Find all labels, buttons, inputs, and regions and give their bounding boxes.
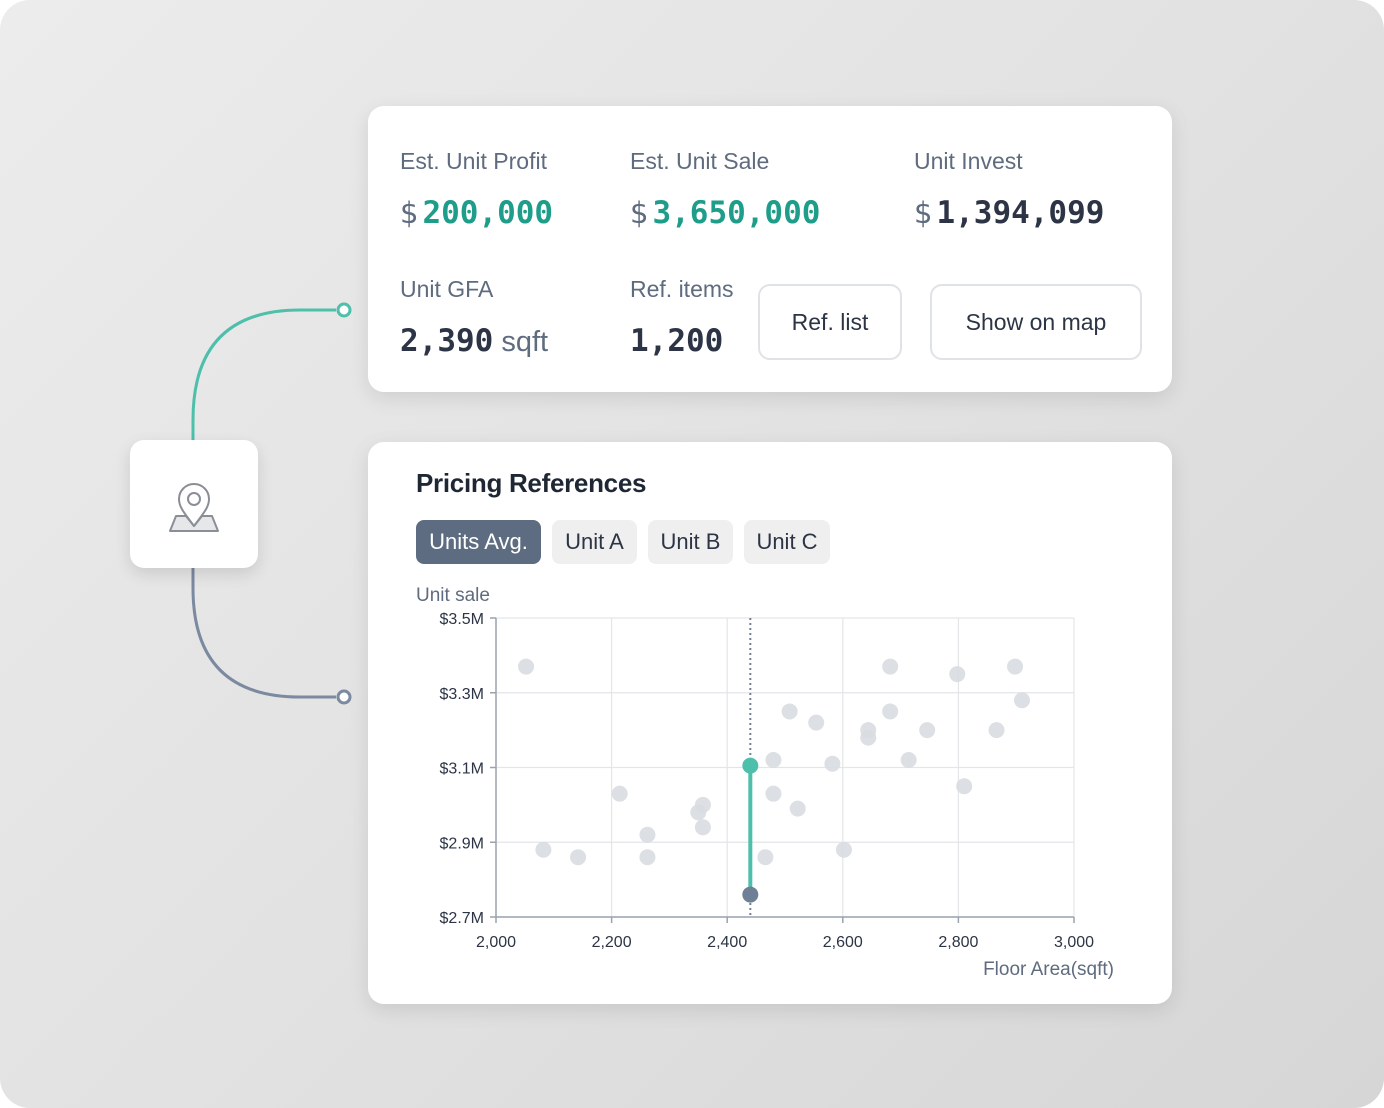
scatter-point [835, 841, 852, 858]
x-axis-title: Floor Area(sqft) [983, 959, 1114, 980]
x-tick-label: 2,400 [707, 934, 747, 951]
scatter-point [535, 841, 552, 858]
est-unit-profit: Est. Unit Profit $ 200,000 [400, 148, 553, 231]
est-unit-sale-label: Est. Unit Sale [630, 148, 770, 174]
unit-invest: Unit Invest $ 1,394,099 [914, 148, 1104, 231]
scatter-point [882, 703, 899, 720]
est-unit-profit-value: 200,000 [422, 195, 554, 231]
scatter-point [919, 722, 936, 739]
marker-top-point [742, 757, 759, 774]
est-unit-sale-value: 3,650,000 [652, 195, 821, 231]
scatter-point [765, 752, 782, 769]
x-tick-label: 3,000 [1054, 934, 1094, 951]
y-tick-label: $3.5M [440, 611, 484, 628]
show-on-map-button[interactable]: Show on map [930, 284, 1142, 360]
x-tick-label: 2,200 [592, 934, 632, 951]
scatter-point [1013, 692, 1030, 709]
tab-units-avg[interactable]: Units Avg. [416, 520, 541, 564]
unit-stats-card: Est. Unit Profit $ 200,000 Est. Unit Sal… [368, 106, 1172, 392]
y-tick-label: $3.1M [440, 761, 484, 778]
ref-items-value: 1,200 [630, 323, 724, 359]
est-unit-profit-label: Est. Unit Profit [400, 148, 547, 174]
unit-gfa: Unit GFA 2,390 sqft [400, 276, 548, 359]
x-tick-label: 2,000 [476, 934, 516, 951]
scatter-point [956, 778, 973, 795]
scatter-point [639, 826, 656, 843]
unit-invest-label: Unit Invest [914, 148, 1023, 174]
currency-symbol: $ [630, 196, 649, 230]
pricing-scatter-chart: Unit sale Floor Area(sqft) 2,000 2,200 2,4… [416, 585, 1114, 980]
scatter-point [789, 800, 806, 817]
connector-line-bottom [191, 568, 336, 699]
unit-gfa-value: 2,390 [400, 323, 494, 359]
currency-symbol: $ [400, 196, 419, 230]
scatter-point [781, 703, 798, 720]
scatter-point [757, 849, 774, 866]
y-tick-label: $2.7M [440, 910, 484, 927]
tab-unit-a[interactable]: Unit A [552, 520, 637, 564]
unit-gfa-label: Unit GFA [400, 276, 494, 302]
scatter-point [988, 722, 1005, 739]
tab-unit-c[interactable]: Unit C [744, 520, 830, 564]
tab-unit-b[interactable]: Unit B [648, 520, 733, 564]
y-tick-label: $3.3M [440, 686, 484, 703]
pricing-references-card: Pricing References Units Avg. Unit A Uni… [368, 442, 1172, 1004]
pricing-references-title: Pricing References [416, 468, 647, 498]
scatter-point [900, 752, 917, 769]
scatter-point [882, 658, 899, 675]
unit-invest-value: 1,394,099 [936, 195, 1105, 231]
scatter-point [765, 785, 782, 802]
x-tick-label: 2,600 [823, 934, 863, 951]
ref-items: Ref. items 1,200 [630, 276, 734, 359]
scatter-point [611, 785, 628, 802]
currency-symbol: $ [914, 196, 933, 230]
scatter-point [808, 714, 825, 731]
scatter-point [518, 658, 535, 675]
ref-list-button[interactable]: Ref. list [758, 284, 902, 360]
marker-bottom-point [742, 886, 759, 903]
scatter-point [694, 796, 711, 813]
y-axis-title: Unit sale [416, 585, 490, 606]
scatter-point [694, 819, 711, 836]
scatter-point [860, 722, 877, 739]
connector-line-top [191, 308, 336, 440]
ref-items-label: Ref. items [630, 276, 734, 302]
connector-node-top [336, 302, 352, 318]
location-pin-card[interactable] [130, 440, 258, 568]
unit-gfa-unit: sqft [501, 326, 549, 358]
scatter-point [949, 666, 966, 683]
location-pin-map-icon [169, 483, 219, 532]
x-tick-label: 2,800 [938, 934, 978, 951]
connector-node-bottom [336, 689, 352, 705]
y-tick-label: $2.9M [440, 835, 484, 852]
scatter-point [570, 849, 587, 866]
scatter-point [824, 755, 841, 772]
scatter-point [1007, 658, 1024, 675]
scatter-point [639, 849, 656, 866]
est-unit-sale: Est. Unit Sale $ 3,650,000 [630, 148, 820, 231]
